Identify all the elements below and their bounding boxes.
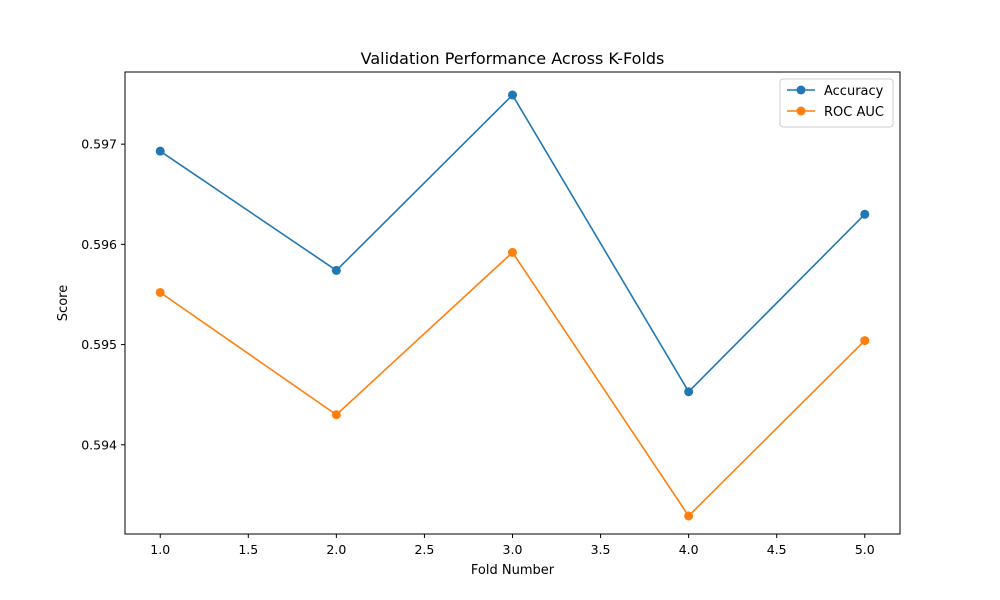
x-tick-label: 3.0 <box>503 542 523 557</box>
y-axis-ticks: 0.594 0.595 0.596 0.597 <box>81 137 125 452</box>
y-tick-label: 0.595 <box>81 337 117 352</box>
chart-title: Validation Performance Across K-Folds <box>361 49 665 68</box>
legend: Accuracy ROC AUC <box>779 78 894 128</box>
y-axis-label: Score <box>56 285 71 321</box>
x-tick-label: 1.5 <box>238 542 258 557</box>
data-point-accuracy <box>508 90 517 100</box>
x-axis-ticks: 1.0 1.5 2.0 2.5 3.0 3.5 4.0 4.5 5.0 <box>150 534 875 557</box>
data-point-roc-auc <box>684 511 694 521</box>
y-tick-label: 0.597 <box>81 137 117 152</box>
data-point-accuracy <box>684 387 694 397</box>
x-tick-label: 4.5 <box>767 542 787 557</box>
x-axis-label: Fold Number <box>471 563 555 578</box>
series-line-roc-auc <box>159 251 866 518</box>
data-point-accuracy <box>155 146 165 156</box>
legend-box <box>779 78 894 128</box>
data-point-roc-auc <box>155 287 165 297</box>
data-point-accuracy <box>860 209 870 219</box>
series-line-accuracy <box>159 93 866 393</box>
legend-marker-accuracy <box>796 85 806 95</box>
x-tick-label: 2.5 <box>414 542 434 557</box>
data-point-roc-auc <box>331 410 341 420</box>
y-tick-label: 0.596 <box>81 237 117 252</box>
data-point-roc-auc <box>508 247 517 257</box>
legend-marker-roc-auc <box>796 106 806 116</box>
x-tick-label: 4.0 <box>679 542 699 557</box>
data-point-accuracy <box>331 265 341 275</box>
legend-label-accuracy: Accuracy <box>824 84 884 99</box>
legend-label-roc-auc: ROC AUC <box>824 105 884 120</box>
plot-frame <box>124 71 901 535</box>
y-tick-label: 0.594 <box>81 437 117 452</box>
x-tick-label: 5.0 <box>855 542 875 557</box>
x-tick-label: 2.0 <box>326 542 346 557</box>
x-tick-label: 1.0 <box>150 542 170 557</box>
series-layer <box>155 90 870 521</box>
x-tick-label: 3.5 <box>591 542 611 557</box>
data-point-roc-auc <box>860 336 870 346</box>
